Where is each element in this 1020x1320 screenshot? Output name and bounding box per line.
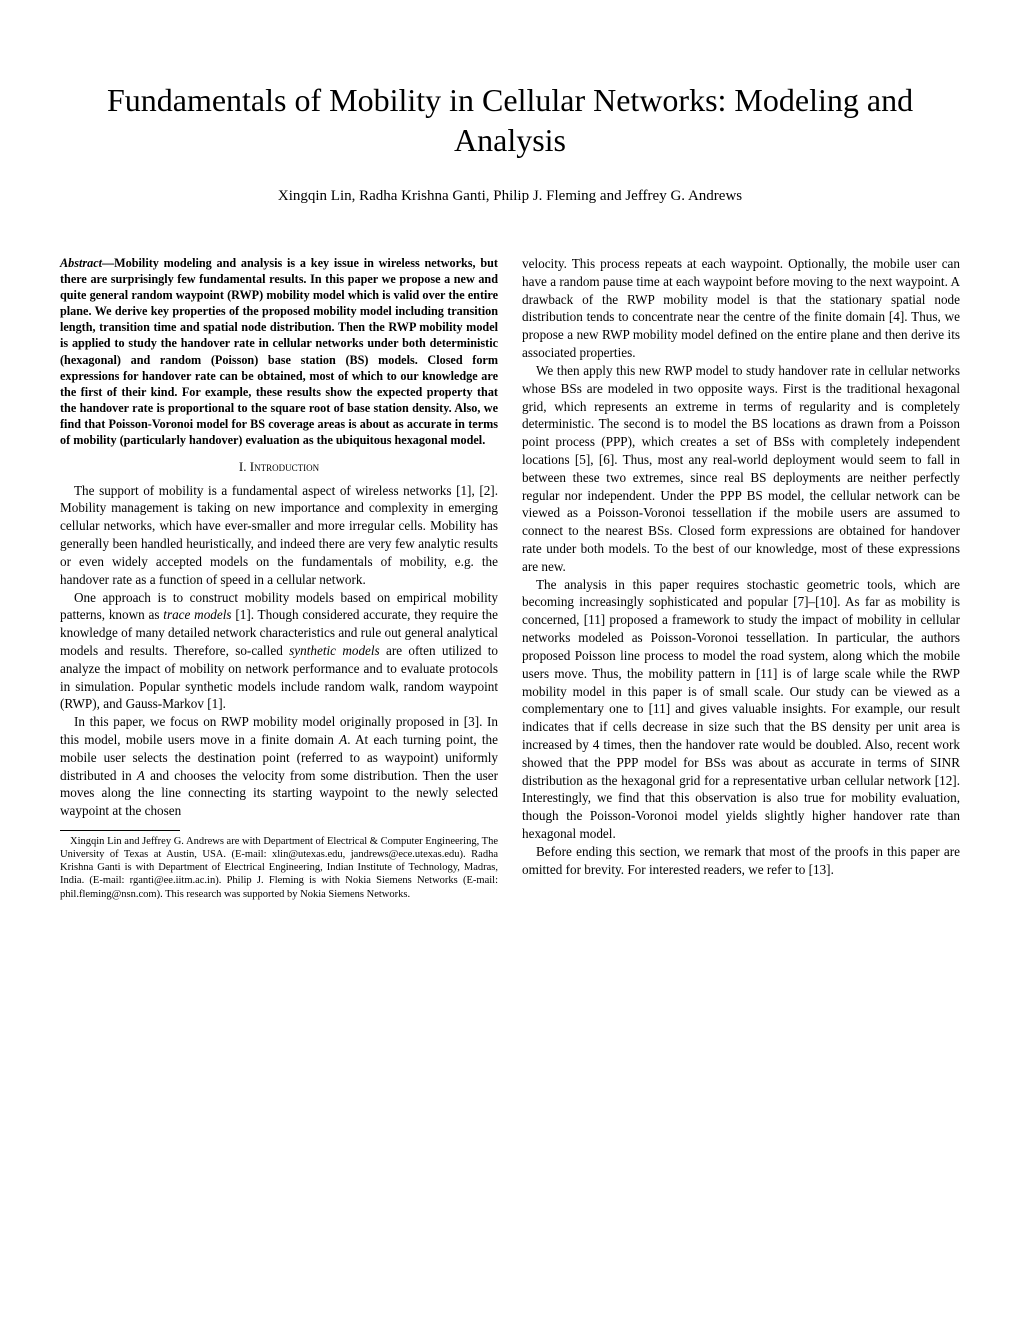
- col2-para-1: velocity. This process repeats at each w…: [522, 255, 960, 362]
- domain-A-2: A: [137, 768, 145, 783]
- abstract-label: Abstract: [60, 256, 102, 270]
- page: Fundamentals of Mobility in Cellular Net…: [0, 0, 1020, 1320]
- intro-para-1: The support of mobility is a fundamental…: [60, 482, 498, 589]
- intro-para-3: In this paper, we focus on RWP mobility …: [60, 713, 498, 820]
- author-line: Xingqin Lin, Radha Krishna Ganti, Philip…: [60, 188, 960, 205]
- trace-models-term: trace models: [163, 607, 231, 622]
- paper-title: Fundamentals of Mobility in Cellular Net…: [60, 80, 960, 160]
- section-1-heading: I. Introduction: [60, 458, 498, 476]
- two-column-body: Abstract—Mobility modeling and analysis …: [60, 255, 960, 901]
- col2-para-4: Before ending this section, we remark th…: [522, 843, 960, 879]
- synthetic-models-term: synthetic models: [289, 643, 380, 658]
- author-footnote: Xingqin Lin and Jeffrey G. Andrews are w…: [60, 835, 498, 901]
- col2-para-3: The analysis in this paper requires stoc…: [522, 576, 960, 843]
- intro-para-2: One approach is to construct mobility mo…: [60, 589, 498, 714]
- abstract-block: Abstract—Mobility modeling and analysis …: [60, 255, 498, 448]
- footnote-separator: [60, 830, 180, 831]
- col2-para-2: We then apply this new RWP model to stud…: [522, 362, 960, 576]
- abstract-text: —Mobility modeling and analysis is a key…: [60, 256, 498, 447]
- domain-A-1: A: [339, 732, 347, 747]
